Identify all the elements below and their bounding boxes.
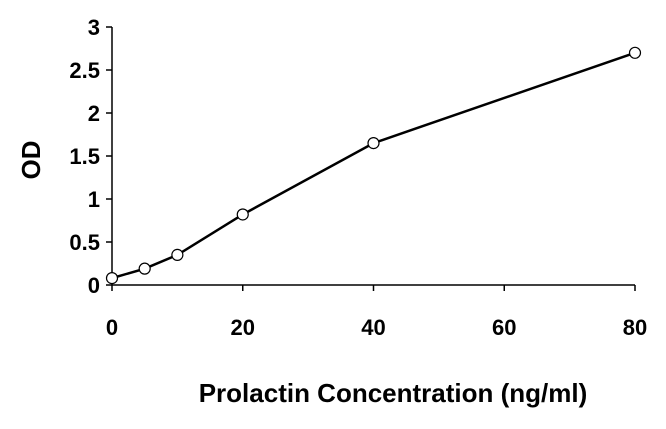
series-line <box>111 51 636 280</box>
y-tick-label: 1.5 <box>69 144 100 169</box>
x-tick-label: 0 <box>106 315 118 340</box>
series <box>105 46 642 285</box>
x-tick-label: 40 <box>361 315 385 340</box>
data-point <box>138 262 151 275</box>
data-point <box>367 137 380 150</box>
y-tick-label: 0 <box>88 273 100 298</box>
data-point <box>236 208 249 221</box>
y-tick-label: 2.5 <box>69 58 100 83</box>
x-tick-label: 20 <box>231 315 255 340</box>
y-axis-title: OD <box>16 141 46 180</box>
data-point <box>105 272 119 285</box>
y-tick-label: 3 <box>88 15 100 40</box>
x-tick-label: 80 <box>623 315 647 340</box>
x-tick-label: 60 <box>492 315 516 340</box>
data-point <box>171 248 184 261</box>
y-tick-label: 1 <box>88 187 100 212</box>
x-axis-title: Prolactin Concentration (ng/ml) <box>199 378 588 408</box>
y-tick-label: 2 <box>88 101 100 126</box>
ticks: 0 0.5 1 1.5 2 2.5 3 0 20 40 60 80 <box>69 15 647 340</box>
data-point <box>628 46 642 59</box>
y-tick-label: 0.5 <box>69 230 100 255</box>
